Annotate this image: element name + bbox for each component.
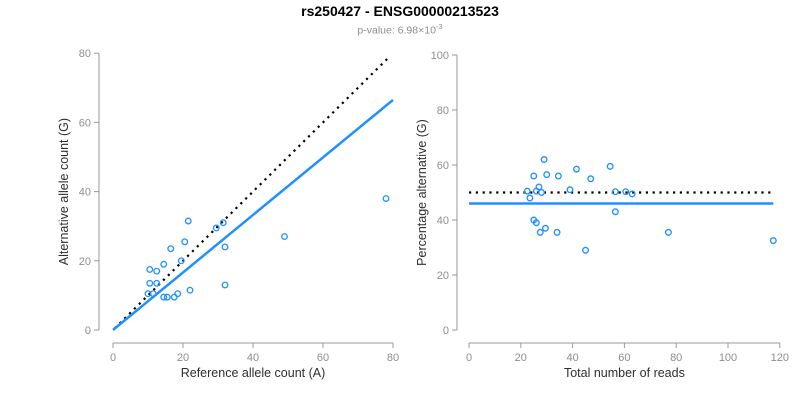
data-point <box>582 246 589 254</box>
data-point <box>622 188 630 196</box>
p-value-subtitle: p-value: 6.98×10-3 <box>0 20 800 38</box>
y-tick-label: 40 <box>79 187 91 199</box>
data-point <box>541 224 549 232</box>
data-point <box>170 293 178 301</box>
identity-line <box>113 55 391 330</box>
data-point <box>221 243 229 251</box>
data-point <box>181 238 189 246</box>
data-point <box>554 172 562 180</box>
y-tick-label: 80 <box>437 105 449 117</box>
y-axis-label: Alternative allele count (G) <box>57 118 71 265</box>
data-point <box>212 224 220 232</box>
data-point <box>153 279 161 287</box>
data-point <box>611 208 619 216</box>
right-scatter-plot: 0 20 40 60 80 100 0 20 40 60 80 100 120 Total number … <box>415 50 789 380</box>
left-scatter-plot: 0 20 40 60 80 0 20 40 60 80 Reference allele count… <box>57 48 399 380</box>
data-point <box>184 217 192 225</box>
p-value-text: p-value: 6.98×10 <box>357 24 436 37</box>
x-tick-label: 60 <box>317 352 329 364</box>
data-point <box>146 266 154 273</box>
x-tick-label: 120 <box>771 352 789 364</box>
data-point <box>611 188 619 196</box>
y-tick-label: 20 <box>437 270 449 282</box>
data-point <box>573 165 580 173</box>
data-point <box>281 233 288 241</box>
data-point <box>149 290 157 298</box>
y-tick-label: 40 <box>437 215 449 227</box>
data-point <box>536 228 544 236</box>
x-tick-label: 40 <box>247 352 259 364</box>
data-point <box>160 260 168 268</box>
data-point <box>219 219 227 227</box>
fit-line <box>112 98 394 331</box>
p-value-exponent: -3 <box>435 22 443 31</box>
x-tick-label: 80 <box>670 352 682 364</box>
data-point <box>177 257 185 265</box>
x-tick-label: 20 <box>177 352 189 364</box>
y-tick-label: 60 <box>437 160 449 172</box>
x-tick-label: 40 <box>566 352 578 364</box>
data-point <box>526 194 534 202</box>
data-point <box>167 245 175 253</box>
y-tick-label: 0 <box>85 325 91 337</box>
x-tick-label: 100 <box>719 352 737 364</box>
data-point <box>382 195 390 202</box>
data-point <box>530 172 538 180</box>
data-point <box>769 237 777 245</box>
plot-header: rs250427 - ENSG00000213523 p-value: 6.98… <box>0 2 800 38</box>
data-point <box>174 290 182 298</box>
data-point <box>163 293 171 301</box>
x-tick-label: 0 <box>110 352 116 364</box>
page-title: rs250427 - ENSG00000213523 <box>301 3 499 19</box>
data-point <box>587 175 595 183</box>
x-tick-label: 0 <box>466 352 472 364</box>
data-point <box>221 281 229 289</box>
x-tick-label: 20 <box>515 352 527 364</box>
y-tick-label: 20 <box>79 256 91 268</box>
y-tick-label: 100 <box>431 50 449 62</box>
data-point <box>532 219 540 227</box>
data-point <box>543 171 551 179</box>
data-point <box>146 279 154 287</box>
y-tick-label: 60 <box>79 117 91 129</box>
data-point <box>523 187 531 195</box>
x-axis-label: Reference allele count (A) <box>181 366 326 380</box>
y-axis-label: Percentage alternative (G) <box>415 119 429 266</box>
data-point <box>628 190 636 198</box>
x-tick-label: 60 <box>618 352 630 364</box>
data-point <box>153 267 161 275</box>
x-tick-label: 80 <box>387 352 399 364</box>
data-point <box>606 162 614 170</box>
y-tick-label: 80 <box>79 48 91 60</box>
x-axis-label: Total number of reads <box>564 366 685 380</box>
data-point <box>540 156 548 163</box>
data-point <box>566 186 574 194</box>
data-point <box>664 228 672 236</box>
y-tick-label: 0 <box>443 325 449 337</box>
data-point <box>538 189 545 196</box>
data-point <box>186 286 194 294</box>
data-point <box>553 228 561 236</box>
data-point <box>160 293 168 301</box>
